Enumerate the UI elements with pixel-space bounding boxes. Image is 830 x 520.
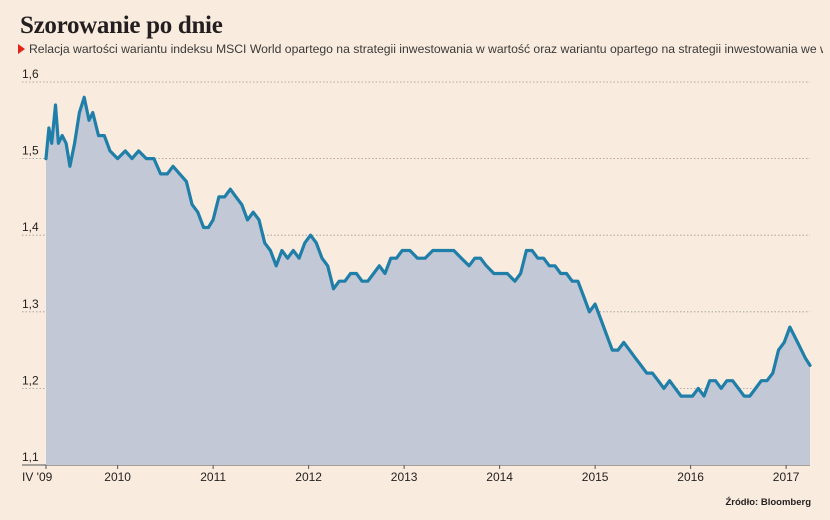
y-tick-label: 1,2 <box>22 373 39 387</box>
subtitle-text: Relacja wartości wariantu indeksu MSCI W… <box>29 42 823 56</box>
triangle-marker-icon <box>18 44 25 54</box>
y-axis-ticks: 1,1 1,2 1,3 1,4 1,5 1,6 <box>22 67 39 464</box>
y-tick-label: 1,1 <box>22 450 39 464</box>
x-tick-label: 2017 <box>773 470 800 484</box>
series-line <box>44 95 812 398</box>
x-tick-label: 2015 <box>582 470 609 484</box>
y-tick-label: 1,6 <box>22 67 39 81</box>
y-tick-label: 1,4 <box>22 220 39 234</box>
x-tick-label: 2013 <box>391 470 418 484</box>
y-tick-label: 1,5 <box>22 144 39 158</box>
x-tick-label: 2011 <box>200 470 226 484</box>
x-axis-ticks: IV '09 2010 2011 2012 2013 2014 2015 2016 2017 <box>22 465 800 484</box>
x-tick-label: 2016 <box>677 470 704 484</box>
y-tick-label: 1,3 <box>22 297 39 311</box>
source-note: Źródło: Bloomberg <box>725 497 812 508</box>
x-tick-label: 2012 <box>295 470 322 484</box>
x-tick-label: IV '09 <box>22 470 53 484</box>
chart-subtitle: Relacja wartości wariantu indeksu MSCI W… <box>18 42 823 56</box>
x-tick-label: 2010 <box>104 470 131 484</box>
series-area-fill <box>46 97 810 466</box>
chart-title: Szorowanie po dnie <box>20 12 223 39</box>
x-tick-label: 2014 <box>486 470 513 484</box>
